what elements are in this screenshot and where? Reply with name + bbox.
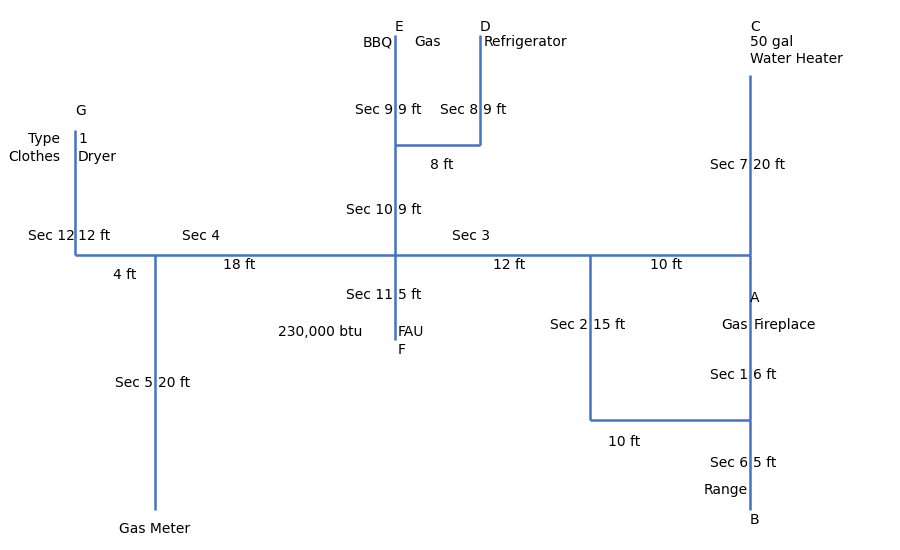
- Text: 6 ft: 6 ft: [753, 368, 777, 382]
- Text: Dryer: Dryer: [78, 150, 117, 164]
- Text: B: B: [750, 513, 760, 527]
- Text: Sec 2: Sec 2: [550, 318, 588, 332]
- Text: 9 ft: 9 ft: [398, 103, 421, 117]
- Text: 18 ft: 18 ft: [223, 258, 256, 272]
- Text: 20 ft: 20 ft: [753, 158, 785, 172]
- Text: 9 ft: 9 ft: [483, 103, 507, 117]
- Text: 10 ft: 10 ft: [650, 258, 682, 272]
- Text: Fireplace: Fireplace: [754, 318, 816, 332]
- Text: 10 ft: 10 ft: [608, 435, 640, 449]
- Text: Refrigerator: Refrigerator: [484, 35, 568, 49]
- Text: 5 ft: 5 ft: [753, 456, 777, 470]
- Text: 50 gal: 50 gal: [750, 35, 793, 49]
- Text: Gas Meter: Gas Meter: [120, 522, 191, 536]
- Text: 12 ft: 12 ft: [493, 258, 526, 272]
- Text: Sec 7: Sec 7: [710, 158, 748, 172]
- Text: Water Heater: Water Heater: [750, 52, 843, 66]
- Text: Sec 10: Sec 10: [346, 203, 393, 217]
- Text: 230,000 btu: 230,000 btu: [278, 325, 363, 339]
- Text: Sec 8: Sec 8: [440, 103, 478, 117]
- Text: F: F: [398, 343, 406, 357]
- Text: 12 ft: 12 ft: [78, 229, 110, 243]
- Text: Range: Range: [704, 483, 748, 497]
- Text: D: D: [480, 20, 491, 34]
- Text: BBQ: BBQ: [363, 35, 393, 49]
- Text: G: G: [75, 104, 86, 118]
- Text: 4 ft: 4 ft: [113, 268, 137, 282]
- Text: E: E: [395, 20, 404, 34]
- Text: C: C: [750, 20, 760, 34]
- Text: Sec 9: Sec 9: [355, 103, 393, 117]
- Text: Gas: Gas: [722, 318, 748, 332]
- Text: 20 ft: 20 ft: [158, 376, 190, 390]
- Text: 1: 1: [78, 132, 87, 146]
- Text: Sec 5: Sec 5: [115, 376, 153, 390]
- Text: 5 ft: 5 ft: [398, 288, 421, 302]
- Text: Sec 4: Sec 4: [182, 229, 220, 243]
- Text: Type: Type: [28, 132, 60, 146]
- Text: 15 ft: 15 ft: [593, 318, 626, 332]
- Text: FAU: FAU: [398, 325, 425, 339]
- Text: Sec 12: Sec 12: [28, 229, 75, 243]
- Text: 9 ft: 9 ft: [398, 203, 421, 217]
- Text: Gas: Gas: [415, 35, 441, 49]
- Text: Sec 1: Sec 1: [710, 368, 748, 382]
- Text: Sec 11: Sec 11: [346, 288, 393, 302]
- Text: A: A: [750, 291, 760, 305]
- Text: Clothes: Clothes: [8, 150, 60, 164]
- Text: 8 ft: 8 ft: [430, 158, 454, 172]
- Text: Sec 3: Sec 3: [452, 229, 490, 243]
- Text: Sec 6: Sec 6: [710, 456, 748, 470]
